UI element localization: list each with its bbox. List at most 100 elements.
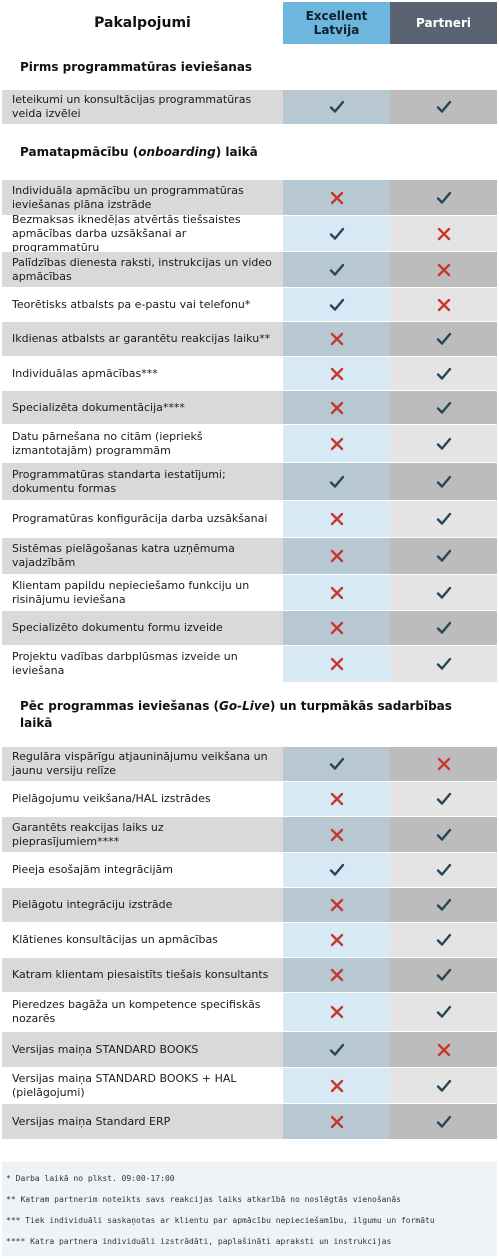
cross-icon	[330, 933, 343, 947]
excellent-cell	[283, 180, 390, 216]
excellent-cell	[283, 782, 390, 817]
service-label: Bezmaksas iknedēļas atvērtās tiešsaistes…	[2, 213, 283, 254]
excellent-cell	[283, 1104, 390, 1140]
excellent-cell	[283, 993, 390, 1032]
service-label: Programatūras konfigurācija darba uzsākš…	[2, 501, 283, 538]
check-icon	[329, 298, 344, 311]
cross-icon	[330, 968, 343, 982]
partner-cell	[390, 391, 497, 425]
service-label: Programmatūras standarta iestatījumi; do…	[2, 463, 283, 501]
check-icon	[436, 621, 451, 634]
partner-cell	[390, 90, 497, 125]
check-icon	[329, 263, 344, 276]
section-title-text: Pamatapmācību (onboarding) laikā	[20, 144, 258, 161]
cross-icon	[330, 1079, 343, 1092]
service-label: Specializēta dokumentācija****	[2, 391, 283, 425]
service-label: Garantēts reakcijas laiks uz pieprasījum…	[2, 817, 283, 853]
service-label: Klientam papildu nepieciešamo funkciju u…	[2, 575, 283, 611]
partner-cell	[390, 463, 497, 501]
service-label: Pieredzes bagāža un kompetence specifisk…	[2, 993, 283, 1032]
footnote: **** Katra partnera individuāli izstrādā…	[6, 1237, 392, 1246]
cross-icon	[330, 332, 343, 346]
partner-cell	[390, 288, 497, 322]
cross-icon	[437, 298, 450, 311]
partner-cell	[390, 993, 497, 1032]
section-title-text: Pēc programmas ieviešanas (Go-Live) un t…	[20, 698, 479, 732]
header-services: Pakalpojumi	[94, 15, 191, 31]
title-part: Go-Live	[219, 699, 270, 713]
excellent-cell	[283, 538, 390, 575]
excellent-cell	[283, 646, 390, 683]
partner-cell	[390, 252, 497, 288]
excellent-cell	[283, 252, 390, 288]
excellent-cell	[283, 216, 390, 252]
service-label: Specializēto dokumentu formu izveide	[2, 611, 283, 646]
cross-icon	[330, 191, 343, 204]
title-part: ) un turpmākās sadarbības laikā	[20, 699, 452, 730]
service-label: Versijas maiņa Standard ERP	[2, 1104, 283, 1140]
excellent-cell	[283, 817, 390, 853]
excellent-cell	[283, 575, 390, 611]
partner-cell	[390, 1104, 497, 1140]
title-part: Pamatapmācību (	[20, 145, 139, 159]
excellent-cell	[283, 322, 390, 357]
check-icon	[436, 898, 451, 911]
partner-cell	[390, 322, 497, 357]
check-icon	[329, 100, 344, 113]
cross-icon	[330, 828, 343, 841]
excellent-cell	[283, 357, 390, 391]
excellent-cell	[283, 1032, 390, 1068]
check-icon	[436, 828, 451, 841]
cross-icon	[330, 898, 343, 912]
service-label: Palīdzības dienesta raksti, instrukcijas…	[2, 252, 283, 288]
service-label: Pielāgojumu veikšana/HAL izstrādes	[2, 782, 283, 817]
check-icon	[329, 757, 344, 770]
partner-cell	[390, 747, 497, 782]
header-excellent: Excellent Latvija	[283, 2, 390, 44]
cross-icon	[330, 437, 343, 450]
check-icon	[436, 792, 451, 805]
section-title: Pēc programmas ieviešanas (Go-Live) un t…	[2, 683, 497, 747]
partner-cell	[390, 923, 497, 958]
check-icon	[436, 933, 451, 946]
service-label: Individuāla apmācību un programmatūras i…	[2, 180, 283, 216]
cross-icon	[330, 657, 343, 671]
cross-icon	[330, 401, 343, 414]
partner-cell	[390, 1032, 497, 1068]
partner-cell	[390, 180, 497, 216]
check-icon	[436, 437, 451, 450]
check-icon	[329, 1043, 344, 1056]
title-part: ) laikā	[215, 145, 258, 159]
service-label: Teorētisks atbalsts pa e-pastu vai telef…	[2, 288, 283, 322]
excellent-cell	[283, 747, 390, 782]
partner-cell	[390, 1068, 497, 1104]
check-icon	[436, 100, 451, 113]
partner-cell	[390, 501, 497, 538]
check-icon	[329, 863, 344, 876]
cross-icon	[437, 263, 450, 276]
partner-cell	[390, 575, 497, 611]
excellent-cell	[283, 463, 390, 501]
partner-cell	[390, 216, 497, 252]
partner-cell	[390, 538, 497, 575]
cross-icon	[330, 586, 343, 599]
excellent-cell	[283, 90, 390, 125]
title-part: onboarding	[138, 145, 216, 159]
section-title: Pirms programmatūras ieviešanas	[2, 44, 497, 90]
partner-cell	[390, 357, 497, 391]
check-icon	[436, 401, 451, 414]
service-label: Ikdienas atbalsts ar garantētu reakcijas…	[2, 322, 283, 357]
excellent-cell	[283, 425, 390, 463]
check-icon	[436, 549, 451, 562]
partner-cell	[390, 611, 497, 646]
excellent-cell	[283, 888, 390, 923]
cross-icon	[330, 512, 343, 526]
partner-cell	[390, 782, 497, 817]
check-icon	[436, 191, 451, 204]
service-label: Regulāra vispārīgu atjauninājumu veikšan…	[2, 747, 283, 782]
service-label: Datu pārnešana no citām (iepriekš izmant…	[2, 425, 283, 463]
section-title: Pamatapmācību (onboarding) laikā	[2, 125, 497, 180]
title-part: Pēc programmas ieviešanas (	[20, 699, 220, 713]
cross-icon	[437, 757, 450, 771]
